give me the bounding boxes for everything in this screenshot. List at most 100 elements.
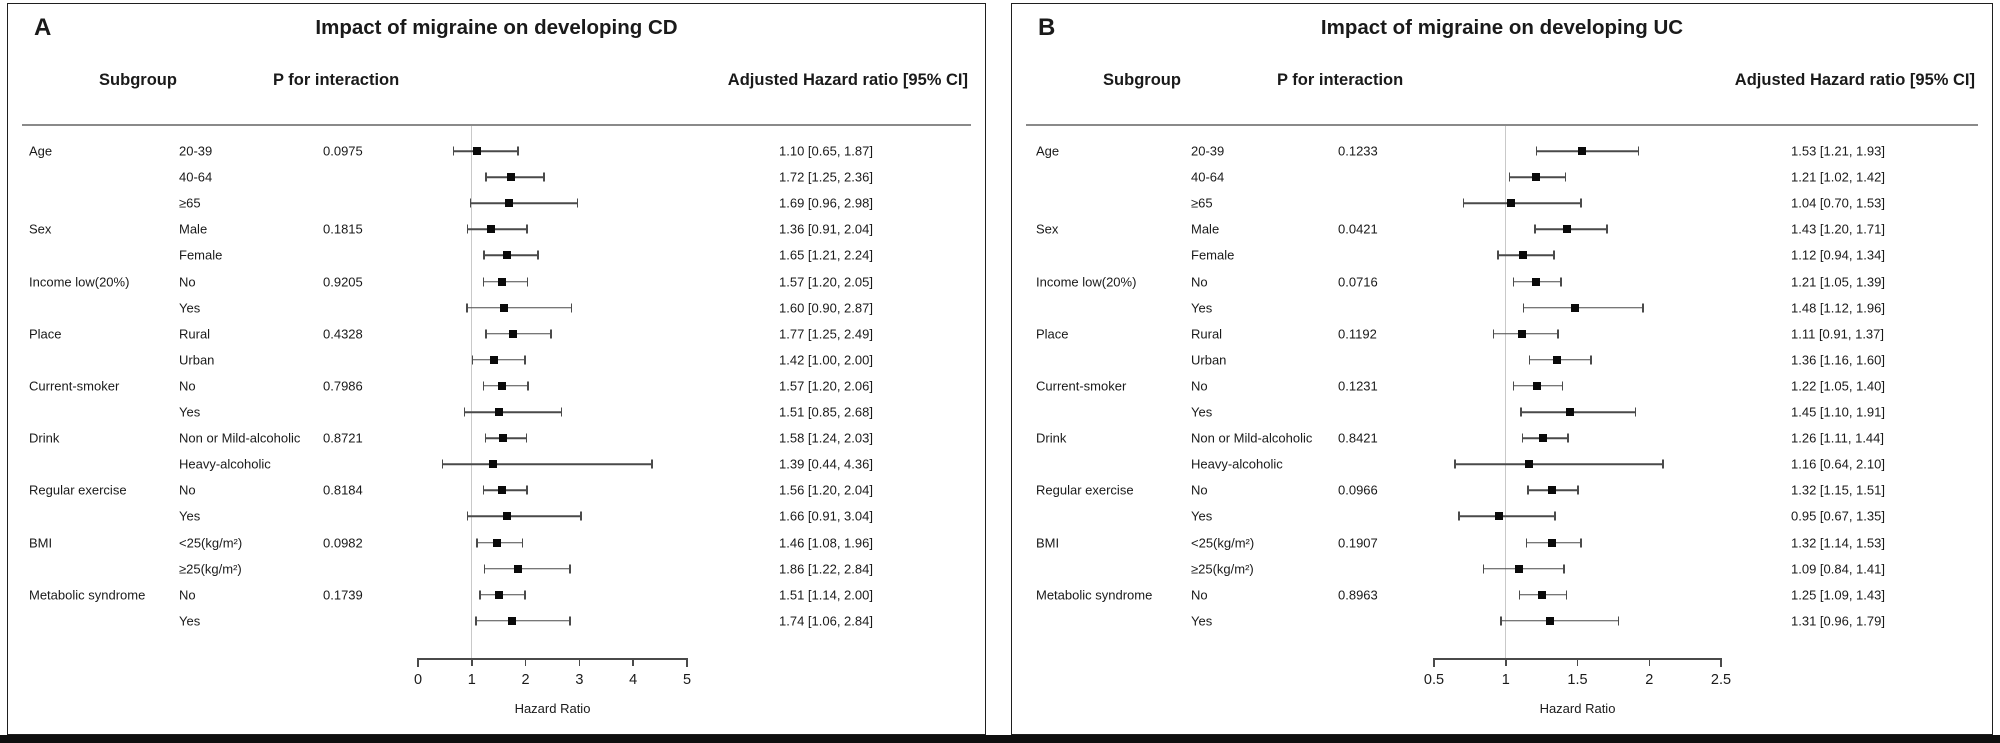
hr-point-marker (495, 590, 504, 599)
ci-whisker (466, 306, 573, 309)
ci-cap-high (1554, 511, 1556, 521)
hr-point-marker (492, 538, 501, 547)
row-hr-ci-label: 1.74 [1.06, 2.84] (779, 613, 873, 629)
x-axis-tick-label: 2 (521, 672, 530, 688)
hr-point-marker (1537, 590, 1546, 599)
panel-b-title: Impact of migraine on developing UC (1320, 16, 1684, 39)
ci-cap-high (1557, 329, 1559, 339)
ci-cap-high (550, 329, 552, 339)
ci-cap-high (526, 277, 529, 286)
hr-point-marker (509, 329, 518, 338)
ci-cap-high (1564, 172, 1567, 182)
row-p-value: 0.1233 (1338, 143, 1378, 159)
panel-b-plot: Age 20-39 0.1233 1.53 [1.21, 1.93] 40-64 1.21… (1012, 4, 1992, 734)
hr-point-marker (502, 251, 511, 260)
hr-point-marker (473, 147, 482, 155)
hr-point-marker (1533, 381, 1542, 390)
row-group-label: Age (1036, 143, 1060, 159)
ci-whisker (1482, 567, 1565, 570)
x-axis-tick-label: 3 (575, 672, 584, 688)
row-hr-ci-label: 1.39 [0.44, 4.36] (779, 456, 873, 472)
ci-cap-low (1512, 277, 1515, 286)
row-hr-ci-label: 1.36 [0.91, 2.04] (779, 221, 873, 237)
row-hr-ci-label: 1.04 [0.70, 1.53] (1791, 195, 1885, 211)
row-hr-ci-label: 1.56 [1.20, 2.04] (779, 482, 873, 498)
ci-cap-high (526, 224, 528, 234)
ci-whisker (1458, 515, 1556, 518)
row-p-value: 0.4328 (323, 326, 363, 342)
ci-cap-high (560, 407, 563, 417)
row-hr-ci-label: 1.48 [1.12, 1.96] (1791, 300, 1885, 316)
x-axis-tick-label: 0.5 (1423, 672, 1445, 688)
row-level-label: No (179, 482, 196, 498)
ci-whisker (1520, 411, 1637, 413)
row-level-label: No (179, 378, 196, 394)
row-level-label: No (179, 587, 196, 603)
row-level-label: 40-64 (1191, 169, 1225, 185)
x-axis-tick (1505, 658, 1507, 666)
row-group-label: Drink (29, 430, 60, 446)
ci-whisker (1462, 202, 1582, 204)
hr-point-marker (1517, 329, 1526, 338)
hr-point-marker (1518, 251, 1527, 260)
ci-whisker (485, 176, 545, 178)
row-level-label: 40-64 (179, 169, 213, 185)
row-hr-ci-label: 1.25 [1.09, 1.43] (1791, 587, 1885, 603)
hr-point-marker (1577, 147, 1586, 155)
hr-point-marker (1553, 355, 1562, 364)
row-hr-ci-label: 1.66 [0.91, 3.04] (779, 508, 873, 524)
x-axis-tick (578, 658, 581, 666)
x-axis-tick-label: 1.5 (1567, 672, 1588, 688)
ci-cap-low (1462, 198, 1465, 208)
row-p-value: 0.0966 (1338, 482, 1378, 498)
hr-point-marker (498, 277, 507, 286)
row-group-label: Age (29, 143, 53, 159)
x-axis-tick (1648, 658, 1650, 666)
row-hr-ci-label: 1.21 [1.02, 1.42] (1791, 169, 1885, 185)
row-level-label: 20-39 (1191, 143, 1225, 159)
x-axis-tick-label: 2 (1645, 672, 1654, 688)
row-hr-ci-label: 1.10 [0.65, 1.87] (779, 143, 873, 159)
row-p-value: 0.0975 (323, 143, 363, 159)
row-hr-ci-label: 1.53 [1.21, 1.93] (1791, 143, 1885, 159)
hr-point-marker (1566, 408, 1575, 416)
row-p-value: 0.0982 (323, 535, 363, 550)
hr-point-marker (1547, 538, 1556, 547)
ci-cap-low (452, 146, 455, 156)
ci-cap-low (485, 172, 487, 182)
column-header-p-interaction: P for interaction (273, 71, 400, 89)
hr-point-marker (490, 355, 499, 364)
x-axis-tick-label: 4 (629, 672, 638, 688)
row-level-label: Rural (179, 326, 211, 342)
ci-cap-high (576, 198, 579, 208)
x-axis-label: Hazard Ratio (1539, 701, 1616, 716)
row-hr-ci-label: 1.22 [1.05, 1.40] (1791, 378, 1885, 394)
hr-point-marker (507, 616, 516, 625)
row-level-label: Male (179, 221, 208, 237)
x-axis (418, 658, 687, 660)
row-hr-ci-label: 1.36 [1.16, 1.60] (1791, 352, 1885, 368)
ci-cap-high (580, 511, 582, 521)
ci-whisker (471, 359, 526, 361)
ci-whisker (1492, 332, 1559, 335)
x-axis-tick (471, 658, 473, 666)
panel-a-letter: A (34, 14, 52, 41)
row-group-label: Metabolic syndrome (29, 587, 146, 603)
ci-cap-high (569, 616, 571, 626)
ci-cap-low (482, 277, 485, 286)
row-level-label: No (1191, 587, 1208, 603)
hr-point-marker (504, 199, 513, 208)
hr-point-marker (1546, 616, 1555, 625)
x-axis-tick (686, 658, 688, 667)
ci-cap-high (1580, 198, 1582, 208)
ci-cap-low (1508, 172, 1511, 182)
ci-whisker (1500, 620, 1620, 622)
column-header-subgroup: Subgroup (99, 71, 177, 89)
column-header-hazard-ratio: Adjusted Hazard ratio [95% CI] (727, 71, 968, 89)
ci-whisker (1522, 306, 1644, 309)
ci-cap-high (1606, 224, 1608, 234)
hr-point-marker (487, 225, 496, 234)
row-group-label: Regular exercise (1036, 482, 1134, 498)
row-p-value: 0.1739 (323, 587, 363, 603)
row-group-label: Regular exercise (29, 482, 127, 498)
